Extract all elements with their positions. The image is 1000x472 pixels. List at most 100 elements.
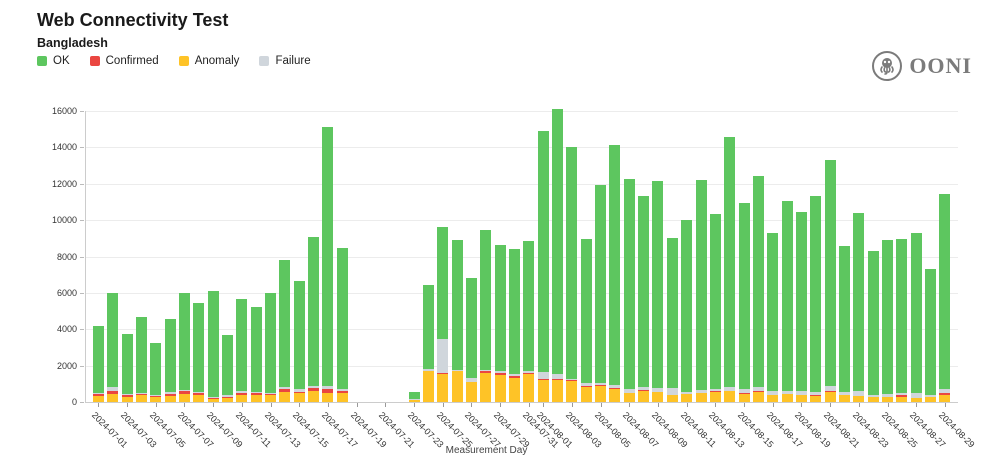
bar-segment-anomaly-2024-08-07[interactable] — [623, 393, 635, 402]
bar-segment-failure-2024-08-09[interactable] — [652, 388, 664, 393]
bar-segment-ok-2024-08-07[interactable] — [623, 179, 635, 390]
bar-segment-failure-2024-08-06[interactable] — [609, 385, 621, 388]
bar-segment-failure-2024-08-04[interactable] — [580, 382, 592, 386]
bar-segment-failure-2024-08-29[interactable] — [939, 389, 951, 393]
bar-segment-confirmed-2024-07-01[interactable] — [92, 393, 104, 396]
bar-segment-confirmed-2024-08-04[interactable] — [580, 385, 592, 387]
bar-segment-ok-2024-08-14[interactable] — [724, 137, 736, 388]
bar-segment-ok-2024-08-20[interactable] — [810, 195, 822, 392]
bar-segment-failure-2024-07-13[interactable] — [265, 392, 276, 394]
bar-segment-anomaly-2024-07-16[interactable] — [308, 390, 320, 402]
bar-segment-anomaly-2024-07-17[interactable] — [322, 392, 334, 402]
bar-segment-anomaly-2024-08-09[interactable] — [652, 392, 664, 402]
bar-segment-failure-2024-07-23[interactable] — [408, 399, 420, 401]
bar-segment-failure-2024-07-03[interactable] — [121, 394, 133, 396]
bar-segment-anomaly-2024-08-25[interactable] — [882, 397, 894, 402]
bar-segment-confirmed-2024-08-08[interactable] — [638, 389, 650, 392]
bar-segment-anomaly-2024-07-15[interactable] — [293, 393, 305, 402]
bar-segment-failure-2024-08-26[interactable] — [896, 393, 908, 396]
bar-segment-failure-2024-07-16[interactable] — [308, 385, 320, 388]
bar-segment-confirmed-2024-07-28[interactable] — [480, 371, 492, 374]
bar-segment-ok-2024-07-06[interactable] — [164, 319, 176, 392]
bar-segment-anomaly-2024-07-07[interactable] — [178, 393, 190, 402]
bar-segment-ok-2024-07-17[interactable] — [322, 127, 334, 386]
bar-segment-failure-2024-08-22[interactable] — [839, 391, 850, 395]
bar-segment-ok-2024-08-28[interactable] — [925, 269, 937, 395]
bar-segment-failure-2024-08-14[interactable] — [724, 387, 736, 392]
bar-segment-anomaly-2024-08-04[interactable] — [580, 386, 592, 402]
bar-segment-anomaly-2024-07-24[interactable] — [422, 370, 434, 402]
bar-segment-failure-2024-07-24[interactable] — [422, 369, 434, 371]
bar-segment-anomaly-2024-08-26[interactable] — [896, 396, 908, 402]
bar-segment-ok-2024-08-06[interactable] — [609, 145, 621, 386]
bar-segment-anomaly-2024-08-11[interactable] — [681, 394, 693, 402]
bar-segment-ok-2024-08-09[interactable] — [652, 181, 664, 389]
bar-segment-anomaly-2024-07-01[interactable] — [92, 395, 104, 402]
bar-segment-failure-2024-07-15[interactable] — [293, 388, 305, 392]
bar-segment-ok-2024-07-31[interactable] — [523, 241, 535, 372]
bar-segment-ok-2024-07-29[interactable] — [494, 245, 506, 371]
bar-segment-ok-2024-07-07[interactable] — [178, 293, 190, 391]
bar-segment-ok-2024-07-23[interactable] — [408, 391, 420, 400]
bar-segment-failure-2024-08-08[interactable] — [638, 387, 650, 390]
bar-segment-ok-2024-08-11[interactable] — [681, 220, 693, 392]
bar-segment-failure-2024-08-21[interactable] — [824, 385, 836, 392]
bar-segment-failure-2024-08-16[interactable] — [752, 387, 764, 391]
bar-segment-failure-2024-07-04[interactable] — [135, 392, 147, 394]
bar-segment-ok-2024-08-10[interactable] — [666, 238, 678, 388]
bar-segment-anomaly-2024-07-05[interactable] — [150, 397, 162, 402]
bar-segment-failure-2024-07-07[interactable] — [178, 390, 190, 392]
bar-segment-failure-2024-07-10[interactable] — [221, 395, 233, 398]
bar-segment-confirmed-2024-07-18[interactable] — [336, 391, 348, 393]
bar-segment-failure-2024-07-06[interactable] — [164, 391, 176, 394]
bar-segment-confirmed-2024-07-08[interactable] — [193, 393, 205, 396]
bar-segment-failure-2024-07-09[interactable] — [207, 396, 219, 398]
bar-segment-ok-2024-07-01[interactable] — [92, 325, 104, 393]
bar-segment-anomaly-2024-08-17[interactable] — [767, 395, 779, 402]
bar-segment-failure-2024-07-11[interactable] — [236, 391, 248, 393]
bar-segment-failure-2024-08-24[interactable] — [867, 394, 879, 398]
bar-segment-ok-2024-08-19[interactable] — [795, 212, 807, 392]
bar-segment-confirmed-2024-08-21[interactable] — [824, 391, 836, 393]
bar-segment-confirmed-2024-08-29[interactable] — [939, 392, 951, 395]
bar-segment-ok-2024-07-18[interactable] — [336, 247, 348, 389]
bar-segment-confirmed-2024-08-13[interactable] — [709, 390, 721, 392]
bar-segment-ok-2024-07-08[interactable] — [193, 303, 205, 392]
bar-segment-ok-2024-08-08[interactable] — [638, 196, 650, 388]
bar-segment-ok-2024-08-21[interactable] — [824, 160, 836, 386]
bar-segment-confirmed-2024-07-30[interactable] — [508, 376, 520, 378]
bar-segment-failure-2024-07-17[interactable] — [322, 385, 334, 389]
bar-segment-ok-2024-08-12[interactable] — [695, 180, 707, 390]
bar-segment-ok-2024-08-01[interactable] — [537, 131, 549, 372]
bar-segment-anomaly-2024-07-02[interactable] — [107, 393, 119, 402]
bar-segment-ok-2024-07-14[interactable] — [279, 260, 291, 388]
bar-segment-failure-2024-07-01[interactable] — [92, 392, 104, 394]
bar-segment-anomaly-2024-07-29[interactable] — [494, 375, 506, 402]
bar-segment-failure-2024-07-05[interactable] — [150, 395, 162, 397]
bar-segment-ok-2024-08-25[interactable] — [882, 239, 894, 394]
bar-segment-failure-2024-07-29[interactable] — [494, 370, 506, 374]
bar-segment-ok-2024-07-02[interactable] — [107, 293, 119, 388]
bar-segment-anomaly-2024-07-08[interactable] — [193, 395, 205, 402]
bar-segment-failure-2024-08-10[interactable] — [666, 387, 678, 395]
bar-segment-anomaly-2024-07-31[interactable] — [523, 373, 535, 402]
bar-segment-ok-2024-08-24[interactable] — [867, 251, 879, 395]
bar-segment-failure-2024-08-25[interactable] — [882, 393, 894, 398]
bar-segment-failure-2024-07-18[interactable] — [336, 388, 348, 392]
bar-segment-anomaly-2024-07-12[interactable] — [250, 395, 262, 402]
bar-segment-anomaly-2024-07-25[interactable] — [437, 373, 449, 402]
bar-segment-ok-2024-08-03[interactable] — [566, 147, 578, 379]
bar-segment-ok-2024-07-10[interactable] — [221, 335, 233, 396]
bar-segment-confirmed-2024-07-12[interactable] — [250, 392, 262, 396]
bar-segment-ok-2024-08-02[interactable] — [552, 109, 563, 375]
bar-segment-failure-2024-07-14[interactable] — [279, 387, 291, 390]
bar-segment-ok-2024-07-15[interactable] — [293, 281, 305, 389]
bar-segment-anomaly-2024-08-29[interactable] — [939, 394, 951, 402]
bar-segment-failure-2024-08-02[interactable] — [552, 374, 563, 380]
bar-segment-confirmed-2024-07-09[interactable] — [207, 397, 219, 399]
bar-segment-anomaly-2024-08-27[interactable] — [910, 397, 922, 402]
bar-segment-confirmed-2024-07-04[interactable] — [135, 393, 147, 396]
bar-segment-ok-2024-08-04[interactable] — [580, 239, 592, 383]
bar-segment-ok-2024-08-13[interactable] — [709, 214, 721, 390]
bar-segment-confirmed-2024-07-29[interactable] — [494, 373, 506, 376]
